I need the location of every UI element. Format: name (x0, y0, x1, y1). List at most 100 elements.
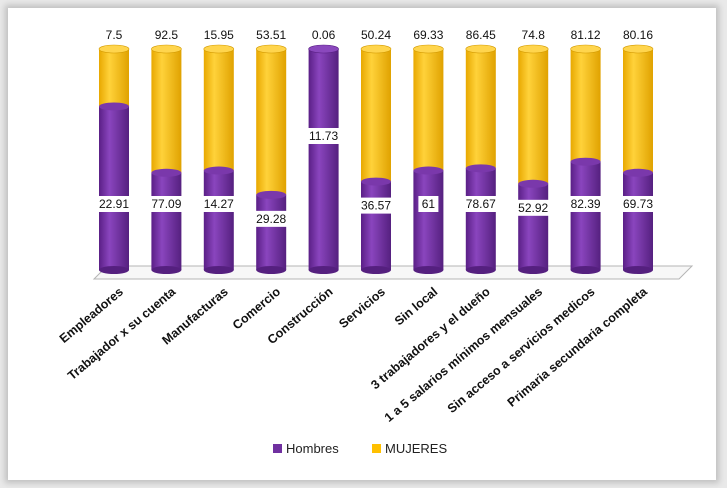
hombres-value-label: 61 (422, 197, 436, 211)
category-label: Comercio (230, 284, 283, 332)
bar-3: 15.95 14.27 (198, 28, 240, 274)
category-label: Trabajador x su cuenta (65, 284, 179, 383)
stacked-cylinder-chart: 7.5 22.91 92.5 77.09 15.95 14.27 53.51 29.28 0.0… (57, 28, 694, 456)
bar-bottom-cap (256, 266, 287, 274)
category-label: Sin local (392, 285, 440, 329)
bar-segment-boundary (570, 157, 601, 166)
bar-segment-boundary (151, 168, 182, 177)
mujeres-value-label: 81.12 (571, 28, 601, 42)
legend-label: MUJERES (385, 441, 447, 456)
bar-top-cap (413, 44, 444, 54)
bar-segment-boundary (465, 164, 496, 173)
bar-top-cap (255, 44, 287, 54)
bar-mujeres-segment (256, 49, 287, 195)
bar-segment-boundary (623, 168, 653, 177)
bar-bottom-cap (413, 266, 444, 274)
bar-top-cap (570, 44, 601, 54)
hombres-value-label: 14.27 (204, 197, 234, 211)
bar-5: 0.06 11.73 (303, 28, 345, 274)
bar-segment-boundary (413, 166, 444, 175)
bar-segment-boundary (256, 190, 287, 199)
bar-4: 53.51 29.28 (250, 28, 292, 274)
bar-top-cap (517, 44, 549, 54)
mujeres-value-label: 92.5 (155, 28, 179, 42)
bar-bottom-cap (99, 266, 129, 274)
legend-hombres: Hombres (273, 441, 339, 456)
bar-bottom-cap (518, 266, 549, 274)
bar-top-cap (360, 44, 392, 54)
bar-segment-boundary (361, 177, 391, 186)
legend-mujeres: MUJERES (372, 441, 447, 456)
bar-1: 7.5 22.91 (93, 28, 135, 274)
bar-mujeres-segment (203, 49, 234, 171)
bar-segment-boundary (203, 166, 234, 175)
hombres-label-box (303, 128, 345, 144)
legend-swatch (372, 444, 381, 453)
bar-hombres-segment (465, 168, 496, 270)
hombres-label-box (93, 196, 135, 212)
hombres-label-box (418, 196, 439, 212)
bar-hombres-segment (308, 49, 339, 270)
bar-hombres-segment (361, 181, 391, 270)
bar-hombres-segment (203, 170, 234, 270)
bar-mujeres-segment (465, 49, 496, 169)
chart-floor (92, 265, 694, 280)
bar-top-cap (98, 44, 130, 54)
bar-9: 74.8 52.92 (512, 28, 554, 274)
bar-mujeres-segment (570, 49, 601, 162)
hombres-value-label: 77.09 (151, 197, 181, 211)
mujeres-value-label: 74.8 (522, 28, 546, 42)
mujeres-value-label: 86.45 (466, 28, 496, 42)
bar-mujeres-segment (361, 49, 391, 182)
bar-mujeres-segment (99, 49, 129, 107)
bar-top-cap (151, 44, 182, 54)
bar-bottom-cap (623, 266, 653, 274)
bar-11: 80.16 69.73 (617, 28, 659, 274)
hombres-label-box (512, 199, 554, 216)
hombres-value-label: 78.67 (466, 197, 496, 211)
mujeres-value-label: 15.95 (204, 28, 234, 42)
hombres-value-label: 69.73 (623, 197, 653, 211)
category-label: Servicios (336, 285, 388, 331)
bar-hombres-segment (413, 170, 444, 270)
hombres-value-label: 29.28 (256, 212, 286, 226)
bar-mujeres-segment (623, 49, 653, 173)
bar-hombres-segment (151, 172, 182, 270)
hombres-label-box (617, 196, 659, 212)
hombres-label-box (250, 210, 292, 227)
bar-top-cap (622, 44, 654, 54)
bar-top-cap (308, 44, 339, 54)
bar-10: 81.12 82.39 (565, 28, 607, 274)
mujeres-value-label: 80.16 (623, 28, 653, 42)
chart-frame: 7.5 22.91 92.5 77.09 15.95 14.27 53.51 29.28 0.0… (8, 8, 716, 480)
bar-mujeres-segment (413, 49, 444, 171)
bar-hombres-segment (570, 161, 601, 270)
bar-8: 86.45 78.67 (460, 28, 502, 274)
bar-bottom-cap (465, 266, 496, 274)
bar-mujeres-segment (151, 49, 182, 173)
mujeres-value-label: 0.06 (312, 28, 336, 42)
hombres-value-label: 11.73 (309, 129, 338, 143)
bar-hombres-segment (518, 183, 549, 270)
mujeres-value-label: 7.5 (106, 28, 123, 42)
bar-hombres-segment (256, 194, 287, 270)
legend-swatch (273, 444, 282, 453)
hombres-value-label: 36.57 (361, 199, 391, 213)
hombres-label-box (145, 196, 187, 212)
bar-mujeres-segment (518, 49, 549, 184)
mujeres-value-label: 53.51 (256, 28, 286, 42)
bar-bottom-cap (203, 266, 234, 274)
bar-top-cap (203, 44, 235, 54)
bar-hombres-segment (99, 106, 129, 271)
legend-label: Hombres (286, 441, 339, 456)
bar-hombres-segment (623, 172, 653, 270)
hombres-value-label: 82.39 (571, 197, 601, 211)
bar-2: 92.5 77.09 (145, 28, 187, 274)
hombres-label-box (198, 196, 240, 212)
hombres-label-box (565, 196, 607, 212)
bar-segment-boundary (518, 179, 549, 188)
bar-6: 50.24 36.57 (355, 28, 397, 274)
bar-bottom-cap (570, 266, 601, 274)
chart-base-plane (92, 265, 694, 280)
hombres-value-label: 22.91 (99, 197, 129, 211)
